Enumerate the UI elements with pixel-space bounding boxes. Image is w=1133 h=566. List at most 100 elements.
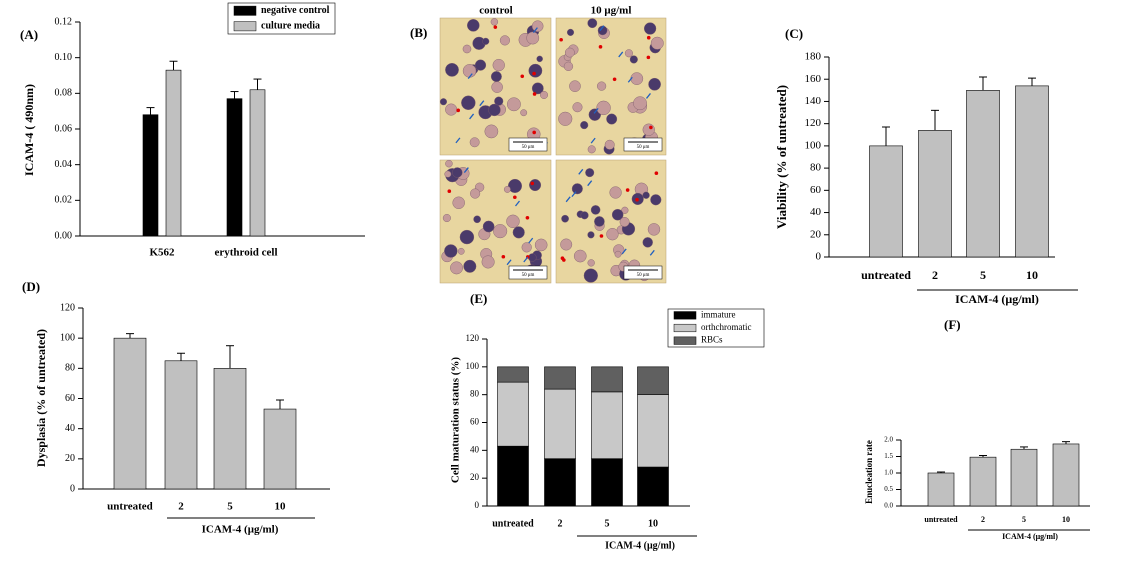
marker-arrow xyxy=(528,237,534,244)
scale-bar-label: 50 μm xyxy=(522,145,535,150)
x-tick-label: 5 xyxy=(980,268,986,282)
marker-arrow xyxy=(571,191,577,198)
scale-bar-label: 50 μm xyxy=(637,145,650,150)
y-tick-label: 0.06 xyxy=(55,123,73,134)
legend-swatch xyxy=(233,5,257,16)
marker-arrow xyxy=(469,113,475,120)
cell xyxy=(642,123,655,136)
bar xyxy=(249,89,266,237)
x-tick-label: 2 xyxy=(981,515,985,524)
cell xyxy=(481,255,495,269)
marker-star xyxy=(646,55,651,60)
cell xyxy=(461,95,476,110)
panel-label: (B) xyxy=(410,25,427,40)
bar xyxy=(165,69,182,237)
cell xyxy=(540,91,548,99)
marker-arrow xyxy=(599,25,605,32)
y-tick-label: 120 xyxy=(60,302,75,313)
bar xyxy=(142,114,159,237)
marker-arrow xyxy=(593,107,599,114)
cell xyxy=(604,139,615,150)
bar xyxy=(1015,85,1049,258)
marker-arrow xyxy=(565,196,571,203)
marker-star xyxy=(447,189,452,193)
column-label: control xyxy=(479,5,512,17)
y-axis-label: Enucleation rate xyxy=(864,440,874,504)
cell xyxy=(647,223,661,236)
cell xyxy=(531,82,544,95)
y-tick-label: 80 xyxy=(810,162,822,174)
cell xyxy=(531,20,544,32)
y-tick-label: 0 xyxy=(70,483,75,494)
cell xyxy=(512,226,525,239)
y-tick-label: 20 xyxy=(810,228,822,240)
marker-star xyxy=(635,197,639,202)
y-tick-label: 20 xyxy=(65,453,75,464)
bar-segment xyxy=(497,445,529,507)
bar-segment xyxy=(591,458,623,507)
cell xyxy=(520,109,528,117)
marker-arrow xyxy=(645,93,651,99)
legend-swatch xyxy=(233,21,257,32)
cell xyxy=(590,205,601,215)
legend-label: orthchromatic xyxy=(701,322,751,332)
cell xyxy=(609,186,622,199)
cell xyxy=(642,237,653,248)
legend-label: immature xyxy=(701,309,736,319)
y-tick-label: 40 xyxy=(470,444,480,454)
marker-star xyxy=(612,77,617,82)
marker-star xyxy=(532,92,537,96)
cell xyxy=(572,102,583,113)
bar-segment xyxy=(637,366,669,395)
marker-star xyxy=(520,74,525,79)
cell xyxy=(444,170,452,178)
marker-star xyxy=(493,25,498,29)
cell xyxy=(445,159,453,168)
cell xyxy=(493,224,508,239)
cell xyxy=(587,231,595,239)
cell xyxy=(594,216,605,227)
scale-bar-box xyxy=(623,265,663,280)
cell xyxy=(494,96,504,106)
cell xyxy=(534,238,548,252)
cell xyxy=(492,59,505,72)
cell xyxy=(529,179,542,192)
x-axis-label: ICAM-4 (μg/ml) xyxy=(202,524,279,536)
cell xyxy=(611,208,624,221)
y-tick-label: 0.00 xyxy=(55,230,73,241)
cell xyxy=(503,186,511,193)
bar xyxy=(1052,443,1080,507)
cell xyxy=(459,229,475,245)
cell xyxy=(490,18,499,26)
marker-star xyxy=(625,188,630,192)
legend-swatch xyxy=(673,311,697,320)
cell xyxy=(528,63,543,78)
cell xyxy=(499,35,510,46)
marker-star xyxy=(513,195,517,200)
legend-label: culture media xyxy=(261,21,320,32)
y-tick-label: 2.0 xyxy=(884,436,893,444)
y-tick-label: 0.08 xyxy=(55,88,73,99)
y-tick-label: 180 xyxy=(805,51,822,63)
cell xyxy=(526,31,540,45)
cell xyxy=(482,37,490,45)
cell xyxy=(560,238,573,251)
marker-arrow xyxy=(467,73,473,80)
marker-arrow xyxy=(587,180,593,187)
y-tick-label: 160 xyxy=(805,73,822,85)
cell xyxy=(439,98,447,106)
cell xyxy=(633,96,647,111)
bar xyxy=(969,456,997,507)
cell xyxy=(491,81,503,93)
marker-star xyxy=(649,125,653,130)
cell xyxy=(452,167,463,178)
marker-star xyxy=(654,171,659,176)
marker-arrow xyxy=(627,76,633,83)
bar xyxy=(1010,448,1038,507)
marker-star xyxy=(456,108,461,113)
cell xyxy=(583,268,598,283)
cell xyxy=(650,36,664,50)
marker-star xyxy=(530,181,535,186)
x-axis-label: ICAM-4 (μg/ml) xyxy=(955,292,1039,306)
